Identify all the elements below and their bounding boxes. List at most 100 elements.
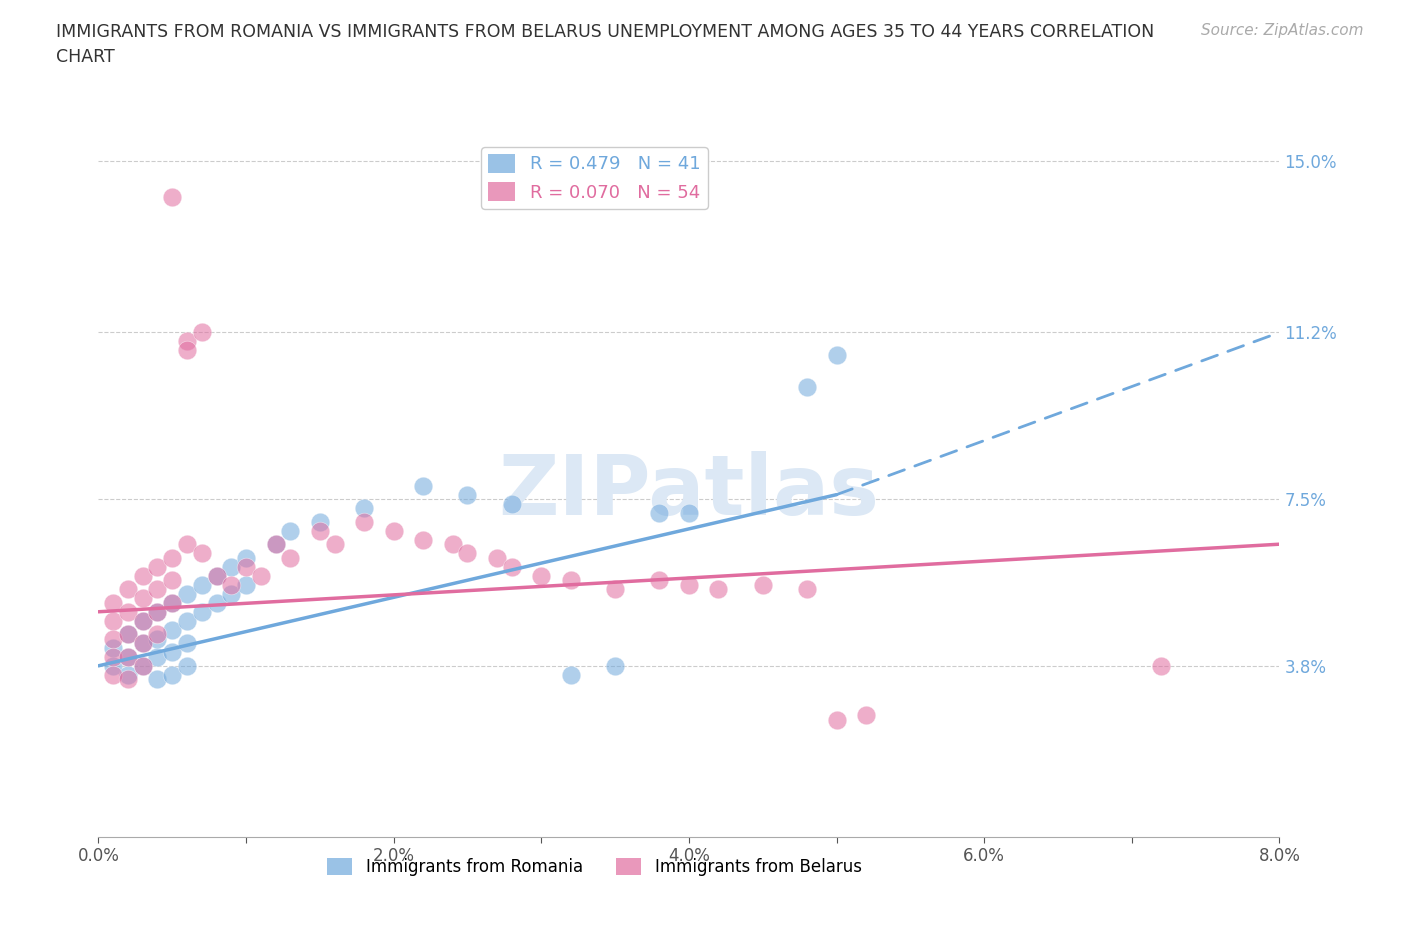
Point — [264, 537, 287, 551]
Point — [176, 658, 198, 673]
Point — [132, 614, 155, 629]
Point — [162, 190, 183, 205]
Point — [146, 631, 169, 646]
Point — [530, 568, 553, 583]
Point — [103, 641, 125, 656]
Point — [146, 559, 169, 574]
Point — [117, 604, 139, 619]
Point — [486, 551, 509, 565]
Point — [678, 505, 700, 520]
Point — [132, 658, 155, 673]
Point — [560, 668, 582, 683]
Point — [117, 627, 139, 642]
Point — [605, 582, 627, 597]
Point — [103, 595, 125, 610]
Point — [264, 537, 287, 551]
Text: ZIPatlas: ZIPatlas — [499, 450, 879, 532]
Text: CHART: CHART — [56, 48, 115, 66]
Point — [280, 551, 302, 565]
Point — [250, 568, 273, 583]
Point — [221, 578, 243, 592]
Point — [146, 649, 169, 664]
Point — [146, 671, 169, 686]
Point — [132, 636, 155, 651]
Point — [117, 649, 139, 664]
Point — [323, 537, 346, 551]
Point — [162, 668, 183, 683]
Point — [353, 514, 375, 529]
Point — [103, 649, 125, 664]
Point — [191, 326, 214, 340]
Point — [191, 578, 214, 592]
Point — [457, 546, 479, 561]
Point — [382, 524, 405, 538]
Point — [501, 497, 523, 512]
Point — [176, 614, 198, 629]
Point — [309, 514, 332, 529]
Point — [103, 614, 125, 629]
Point — [162, 573, 183, 588]
Point — [117, 671, 139, 686]
Point — [117, 627, 139, 642]
Point — [825, 348, 848, 363]
Point — [235, 551, 257, 565]
Point — [560, 573, 582, 588]
Point — [501, 559, 523, 574]
Point — [412, 478, 434, 493]
Point — [117, 582, 139, 597]
Point — [176, 586, 198, 601]
Text: Source: ZipAtlas.com: Source: ZipAtlas.com — [1201, 23, 1364, 38]
Point — [678, 578, 700, 592]
Point — [162, 551, 183, 565]
Point — [176, 636, 198, 651]
Point — [132, 591, 155, 605]
Point — [117, 668, 139, 683]
Point — [132, 614, 155, 629]
Point — [221, 559, 243, 574]
Point — [235, 578, 257, 592]
Point — [205, 568, 228, 583]
Point — [146, 627, 169, 642]
Point — [103, 658, 125, 673]
Point — [146, 582, 169, 597]
Point — [648, 573, 671, 588]
Point — [191, 604, 214, 619]
Point — [162, 595, 183, 610]
Point — [309, 524, 332, 538]
Point — [825, 712, 848, 727]
Point — [441, 537, 464, 551]
Point — [605, 658, 627, 673]
Point — [707, 582, 730, 597]
Point — [146, 604, 169, 619]
Point — [132, 636, 155, 651]
Point — [648, 505, 671, 520]
Point — [205, 595, 228, 610]
Point — [412, 532, 434, 547]
Point — [280, 524, 302, 538]
Point — [1150, 658, 1173, 673]
Point — [796, 582, 818, 597]
Point — [132, 568, 155, 583]
Point — [457, 487, 479, 502]
Point — [752, 578, 775, 592]
Text: IMMIGRANTS FROM ROMANIA VS IMMIGRANTS FROM BELARUS UNEMPLOYMENT AMONG AGES 35 TO: IMMIGRANTS FROM ROMANIA VS IMMIGRANTS FR… — [56, 23, 1154, 41]
Point — [205, 568, 228, 583]
Point — [146, 604, 169, 619]
Point — [191, 546, 214, 561]
Point — [235, 559, 257, 574]
Point — [221, 586, 243, 601]
Point — [162, 595, 183, 610]
Point — [103, 631, 125, 646]
Point — [176, 537, 198, 551]
Point — [162, 644, 183, 659]
Point — [353, 500, 375, 515]
Point — [176, 334, 198, 349]
Point — [117, 649, 139, 664]
Legend: Immigrants from Romania, Immigrants from Belarus: Immigrants from Romania, Immigrants from… — [321, 851, 868, 883]
Point — [176, 343, 198, 358]
Point — [103, 668, 125, 683]
Point — [132, 658, 155, 673]
Point — [162, 622, 183, 637]
Point — [796, 379, 818, 394]
Point — [855, 708, 877, 723]
